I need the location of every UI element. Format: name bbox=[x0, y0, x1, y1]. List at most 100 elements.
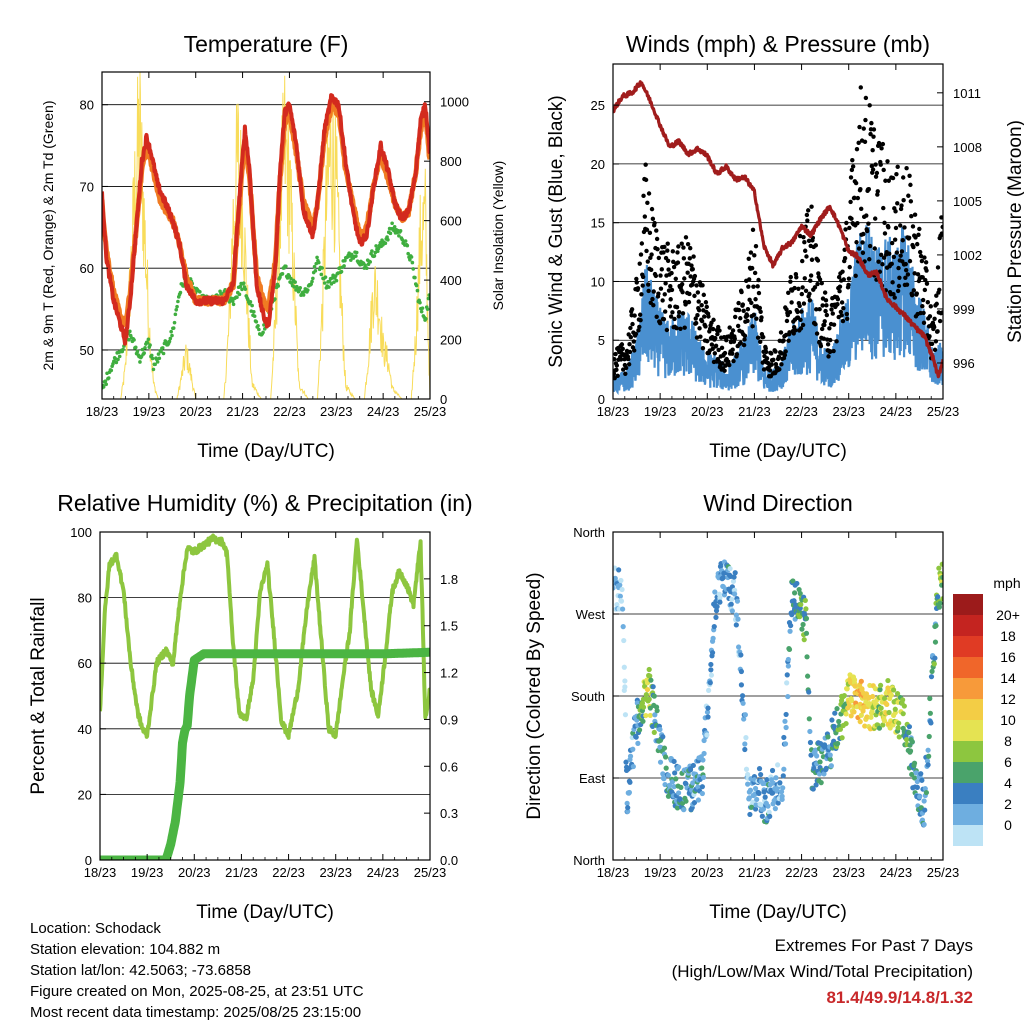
gust-point bbox=[755, 284, 760, 289]
gust-point bbox=[806, 238, 812, 243]
gust-point bbox=[939, 231, 943, 236]
direction-point bbox=[800, 621, 806, 628]
direction-point bbox=[796, 586, 802, 593]
humidity-line bbox=[100, 533, 430, 740]
gust-point bbox=[732, 314, 738, 320]
gust-point bbox=[858, 186, 863, 192]
gust-point bbox=[874, 170, 880, 176]
direction-point bbox=[713, 614, 719, 620]
direction-point bbox=[783, 711, 789, 718]
gust-point bbox=[921, 310, 926, 316]
humidity-plot-area bbox=[100, 533, 430, 860]
direction-point bbox=[781, 734, 787, 741]
direction-point bbox=[626, 789, 633, 796]
gust-point bbox=[872, 246, 877, 251]
direction-point bbox=[710, 635, 716, 641]
gust-point bbox=[744, 313, 750, 318]
direction-point bbox=[906, 724, 913, 730]
gust-point bbox=[674, 325, 679, 331]
direction-point bbox=[827, 756, 833, 762]
gust-point bbox=[817, 277, 823, 282]
gust-point bbox=[816, 271, 821, 276]
dewpoint-point bbox=[298, 285, 303, 290]
direction-point bbox=[651, 693, 657, 699]
gust-point bbox=[742, 337, 747, 342]
gust-point bbox=[895, 288, 901, 294]
direction-point bbox=[832, 710, 838, 716]
gust-point bbox=[846, 276, 852, 281]
direction-point bbox=[911, 760, 918, 766]
direction-point bbox=[781, 766, 787, 772]
gust-point bbox=[673, 276, 678, 281]
direction-point bbox=[798, 601, 804, 608]
winds-y-tick-label: 25 bbox=[591, 98, 605, 113]
direction-point bbox=[699, 765, 705, 771]
gust-point bbox=[919, 258, 925, 264]
gust-point bbox=[741, 308, 746, 314]
direction-point bbox=[705, 705, 711, 711]
winds-y-tick-label: 20 bbox=[591, 157, 605, 172]
humidity-y-right-tick-label: 1.8 bbox=[440, 572, 458, 587]
dewpoint-point bbox=[241, 281, 246, 286]
humidity-y-tick-label: 100 bbox=[70, 525, 92, 540]
direction-point bbox=[690, 762, 696, 769]
gust-point bbox=[769, 362, 774, 367]
gust-point bbox=[795, 309, 800, 315]
direction-point bbox=[614, 602, 620, 608]
direction-x-axis-label: Time (Day/UTC) bbox=[709, 902, 847, 923]
gust-point bbox=[619, 342, 625, 347]
direction-point bbox=[829, 717, 835, 723]
direction-point bbox=[803, 606, 809, 612]
gust-point bbox=[786, 338, 791, 343]
gust-point bbox=[879, 146, 884, 151]
speed-legend-title: mph bbox=[993, 575, 1020, 591]
direction-point bbox=[662, 781, 668, 788]
gust-point bbox=[634, 276, 639, 282]
direction-point bbox=[939, 582, 943, 588]
dewpoint-point bbox=[330, 276, 335, 280]
direction-point bbox=[785, 663, 791, 669]
winds-x-tick-label: 18/23 bbox=[597, 404, 630, 419]
gust-point bbox=[848, 199, 853, 205]
gust-point bbox=[859, 206, 864, 212]
gust-point bbox=[837, 289, 842, 294]
gust-point bbox=[856, 140, 861, 146]
direction-point bbox=[925, 747, 931, 753]
temperature-y-tick-label: 80 bbox=[80, 98, 94, 113]
gust-point bbox=[896, 283, 902, 289]
sonic-wind-line bbox=[613, 225, 943, 396]
humidity-x-tick-label: 20/23 bbox=[178, 865, 211, 880]
gust-point bbox=[727, 362, 732, 368]
gust-point bbox=[695, 290, 701, 295]
humidity-y-right-tick-label: 0.6 bbox=[440, 759, 458, 774]
gust-point bbox=[799, 309, 804, 314]
dewpoint-point bbox=[156, 352, 161, 356]
gust-point bbox=[756, 277, 761, 283]
direction-point bbox=[909, 771, 915, 778]
gust-point bbox=[903, 267, 909, 273]
direction-point bbox=[766, 809, 772, 815]
gust-point bbox=[822, 319, 827, 324]
direction-point bbox=[927, 695, 933, 702]
direction-point bbox=[914, 778, 920, 785]
gust-point bbox=[750, 227, 756, 233]
gust-point bbox=[835, 297, 841, 302]
dewpoint-point bbox=[372, 254, 377, 258]
direction-point bbox=[785, 693, 791, 700]
speed-legend-swatch bbox=[953, 678, 983, 699]
gust-point bbox=[620, 346, 625, 352]
gust-point bbox=[878, 252, 884, 258]
gust-point bbox=[675, 260, 681, 265]
dewpoint-point bbox=[419, 309, 424, 314]
temperature-x-tick-label: 23/23 bbox=[320, 404, 353, 419]
direction-point bbox=[881, 718, 888, 724]
gust-point bbox=[669, 287, 675, 293]
direction-point bbox=[780, 773, 786, 779]
gust-point bbox=[778, 330, 784, 335]
direction-point bbox=[708, 661, 714, 668]
gust-point bbox=[824, 312, 830, 318]
gust-point bbox=[819, 326, 825, 332]
direction-point bbox=[617, 593, 623, 599]
direction-point bbox=[805, 673, 811, 679]
gust-point bbox=[759, 315, 764, 320]
